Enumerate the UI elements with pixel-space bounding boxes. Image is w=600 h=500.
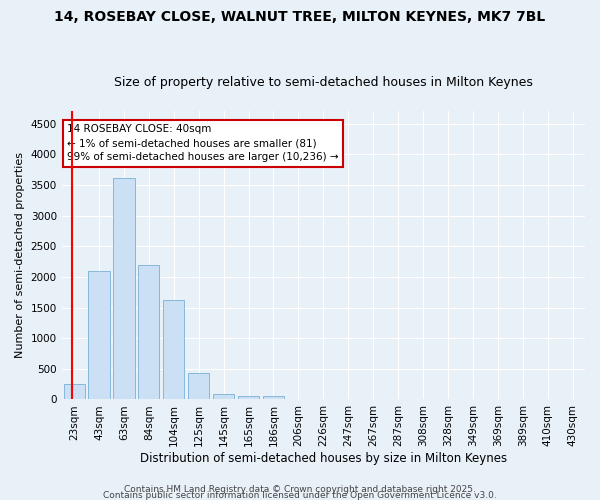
Y-axis label: Number of semi-detached properties: Number of semi-detached properties xyxy=(15,152,25,358)
Bar xyxy=(213,394,234,400)
Text: 14 ROSEBAY CLOSE: 40sqm
← 1% of semi-detached houses are smaller (81)
99% of sem: 14 ROSEBAY CLOSE: 40sqm ← 1% of semi-det… xyxy=(67,124,338,162)
Text: Contains public sector information licensed under the Open Government Licence v3: Contains public sector information licen… xyxy=(103,490,497,500)
Text: Contains HM Land Registry data © Crown copyright and database right 2025.: Contains HM Land Registry data © Crown c… xyxy=(124,484,476,494)
Bar xyxy=(263,396,284,400)
Bar xyxy=(238,396,259,400)
Bar xyxy=(138,264,160,400)
Bar xyxy=(64,384,85,400)
Bar xyxy=(113,178,134,400)
X-axis label: Distribution of semi-detached houses by size in Milton Keynes: Distribution of semi-detached houses by … xyxy=(140,452,507,465)
Text: 14, ROSEBAY CLOSE, WALNUT TREE, MILTON KEYNES, MK7 7BL: 14, ROSEBAY CLOSE, WALNUT TREE, MILTON K… xyxy=(55,10,545,24)
Title: Size of property relative to semi-detached houses in Milton Keynes: Size of property relative to semi-detach… xyxy=(114,76,533,90)
Bar xyxy=(163,300,184,400)
Bar xyxy=(88,271,110,400)
Bar xyxy=(188,373,209,400)
